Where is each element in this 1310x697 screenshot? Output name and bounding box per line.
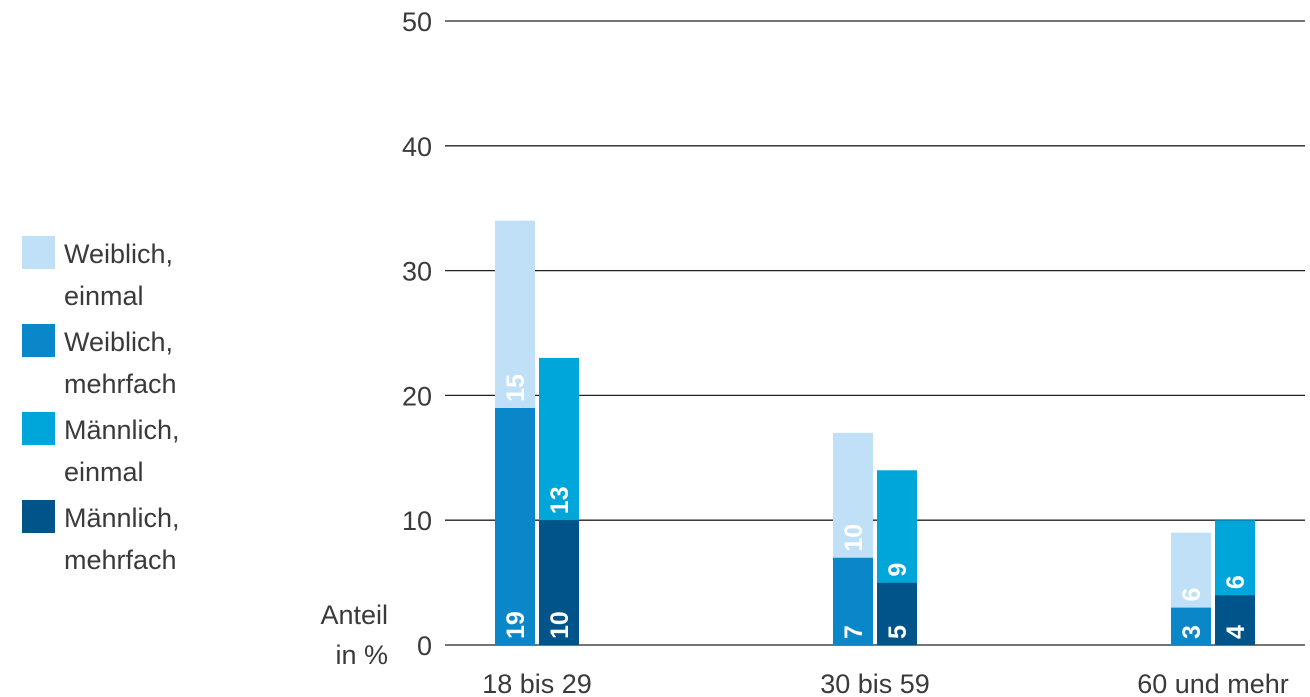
- data-label-60-und-mehr-maennlich-einmal: 6: [1222, 575, 1250, 589]
- bar-60-und-mehr-maennlich-mehrfach: [1215, 595, 1255, 645]
- x-axis-category-labels: 18 bis 29 30 bis 59 60 und mehr: [482, 669, 1289, 697]
- y-tick-label-0: 0: [417, 631, 432, 661]
- legend-label-line-1: Männlich,: [64, 503, 180, 533]
- legend-swatch: [22, 412, 55, 445]
- legend-item-weiblich-mehrfach: Weiblich, mehrfach: [22, 324, 177, 399]
- bar-data-labels: 19 15 10 13 7 10 5 9 3 6 4 6: [502, 374, 1250, 639]
- legend-item-weiblich-einmal: Weiblich, einmal: [22, 236, 173, 311]
- legend-label-line-2: einmal: [64, 457, 144, 487]
- data-label-30-bis-59-maennlich-mehrfach: 5: [884, 625, 912, 639]
- legend-label-line-2: einmal: [64, 281, 144, 311]
- legend-label-line-1: Männlich,: [64, 415, 180, 445]
- y-tick-label-40: 40: [402, 132, 432, 162]
- bar-30-bis-59-maennlich-einmal: [877, 470, 917, 583]
- bar-30-bis-59-weiblich-einmal: [833, 432, 873, 558]
- data-label-60-und-mehr-weiblich-mehrfach: 3: [1178, 625, 1206, 639]
- y-axis-title-line-2: in %: [335, 640, 388, 670]
- bar-18-bis-29-maennlich-mehrfach: [539, 520, 579, 645]
- legend-swatch: [22, 236, 55, 269]
- data-label-30-bis-59-weiblich-mehrfach: 7: [840, 625, 868, 639]
- legend-swatch: [22, 500, 55, 533]
- data-label-30-bis-59-weiblich-einmal: 10: [840, 524, 868, 552]
- legend-label-line-1: Weiblich,: [64, 327, 173, 357]
- bar-60-und-mehr-weiblich-einmal: [1171, 532, 1211, 608]
- y-tick-label-30: 30: [402, 257, 432, 287]
- y-tick-label-20: 20: [402, 381, 432, 411]
- x-category-label-30-bis-59: 30 bis 59: [820, 669, 930, 697]
- bar-18-bis-29-maennlich-einmal: [539, 357, 579, 521]
- legend-item-maennlich-einmal: Männlich, einmal: [22, 412, 180, 487]
- bar-30-bis-59-weiblich-mehrfach: [833, 557, 873, 645]
- data-label-30-bis-59-maennlich-einmal: 9: [884, 563, 912, 577]
- y-axis-tick-labels: 0 10 20 30 40 50: [402, 7, 432, 661]
- y-axis-title-line-1: Anteil: [320, 600, 388, 630]
- legend-label-line-2: mehrfach: [64, 545, 177, 575]
- legend-label-line-2: mehrfach: [64, 369, 177, 399]
- data-label-18-bis-29-maennlich-mehrfach: 10: [546, 611, 574, 639]
- bar-30-bis-59-maennlich-mehrfach: [877, 582, 917, 645]
- y-tick-label-10: 10: [402, 506, 432, 536]
- y-tick-label-50: 50: [402, 7, 432, 37]
- bar-18-bis-29-weiblich-einmal: [495, 220, 535, 408]
- legend: Weiblich,einmalWeiblich,mehrfachMännlich…: [22, 236, 180, 575]
- bars: [495, 220, 1255, 645]
- data-label-60-und-mehr-weiblich-einmal: 6: [1178, 588, 1206, 602]
- data-label-18-bis-29-weiblich-einmal: 15: [502, 374, 530, 402]
- legend-item-maennlich-mehrfach: Männlich, mehrfach: [22, 500, 180, 575]
- data-label-18-bis-29-weiblich-mehrfach: 19: [502, 611, 530, 639]
- x-category-label-60-und-mehr: 60 und mehr: [1137, 669, 1289, 697]
- bar-60-und-mehr-weiblich-mehrfach: [1171, 607, 1211, 645]
- legend-swatch: [22, 324, 55, 357]
- x-category-label-18-bis-29: 18 bis 29: [482, 669, 592, 697]
- bar-18-bis-29-weiblich-mehrfach: [495, 407, 535, 645]
- data-label-18-bis-29-maennlich-einmal: 13: [546, 486, 574, 514]
- gridlines: [445, 20, 1305, 646]
- legend-label-line-1: Weiblich,: [64, 239, 173, 269]
- data-label-60-und-mehr-maennlich-mehrfach: 4: [1222, 625, 1250, 639]
- bar-60-und-mehr-maennlich-einmal: [1215, 520, 1255, 596]
